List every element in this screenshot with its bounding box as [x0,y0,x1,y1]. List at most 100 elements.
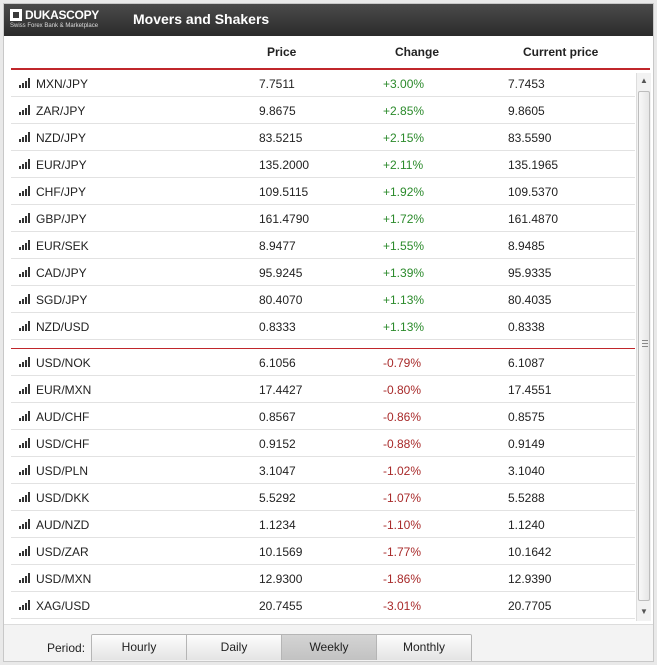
current-price-cell: 20.7705 [508,599,552,613]
arrow-up-icon[interactable]: ▲ [640,76,648,85]
symbol-cell: SGD/JPY [36,293,88,307]
table-row[interactable]: AUD/CHF 0.8567 -0.86% 0.8575 [11,403,635,430]
period-weekly-button[interactable]: Weekly [282,635,377,660]
bar-chart-icon[interactable] [19,438,30,448]
bar-chart-icon[interactable] [19,321,30,331]
symbol-cell: AUD/CHF [36,410,90,424]
bar-chart-icon[interactable] [19,600,30,610]
table-row[interactable]: MXN/JPY 7.7511 +3.00% 7.7453 [11,70,635,97]
bar-chart-icon[interactable] [19,240,30,250]
price-cell: 12.9300 [259,572,303,586]
price-cell: 0.8567 [259,410,296,424]
change-cell: +3.00% [383,77,425,91]
vertical-scrollbar[interactable]: ▲ ▼ [636,73,651,621]
table-row[interactable]: GBP/JPY 161.4790 +1.72% 161.4870 [11,205,635,232]
current-price-cell: 0.8575 [508,410,545,424]
table-row[interactable]: CHF/JPY 109.5115 +1.92% 109.5370 [11,178,635,205]
table-row[interactable]: USD/CHF 0.9152 -0.88% 0.9149 [11,430,635,457]
bar-chart-icon[interactable] [19,132,30,142]
change-cell: -1.10% [383,518,422,532]
table-row[interactable]: AUD/NZD 1.1234 -1.10% 1.1240 [11,511,635,538]
table-row[interactable]: EUR/MXN 17.4427 -0.80% 17.4551 [11,376,635,403]
current-price-cell: 161.4870 [508,212,559,226]
change-cell: +1.55% [383,239,425,253]
bar-chart-icon[interactable] [19,213,30,223]
price-cell: 95.9245 [259,266,303,280]
change-cell: -0.88% [383,437,422,451]
period-hourly-button[interactable]: Hourly [92,635,187,660]
column-header-change: Change [395,45,440,59]
change-cell: +1.13% [383,320,425,334]
price-cell: 109.5115 [259,185,309,199]
movers-table: MXN/JPY 7.7511 +3.00% 7.7453 ZAR/JPY 9.8675 +2… [11,70,635,619]
change-cell: +1.39% [383,266,425,280]
table-row[interactable]: XAG/USD 20.7455 -3.01% 20.7705 [11,592,635,619]
arrow-down-icon[interactable]: ▼ [640,607,648,616]
symbol-cell: XAG/USD [36,599,91,613]
table-row[interactable]: SGD/JPY 80.4070 +1.13% 80.4035 [11,286,635,313]
table-row[interactable]: EUR/JPY 135.2000 +2.11% 135.1965 [11,151,635,178]
table-row[interactable]: NZD/USD 0.8333 +1.13% 0.8338 [11,313,635,340]
price-cell: 80.4070 [259,293,303,307]
bar-chart-icon[interactable] [19,357,30,367]
header-divider [11,68,650,70]
symbol-cell: USD/PLN [36,464,89,478]
table-row[interactable]: EUR/SEK 8.9477 +1.55% 8.9485 [11,232,635,259]
symbol-cell: GBP/JPY [36,212,87,226]
bar-chart-icon[interactable] [19,465,30,475]
change-cell: +1.92% [383,185,425,199]
symbol-cell: CHF/JPY [36,185,87,199]
table-row[interactable]: USD/DKK 5.5292 -1.07% 5.5288 [11,484,635,511]
widget-header: DUKASCOPY Swiss Forex Bank & Marketplace… [4,4,653,36]
bar-chart-icon[interactable] [19,105,30,115]
table-row[interactable]: ZAR/JPY 9.8675 +2.85% 9.8605 [11,97,635,124]
bar-chart-icon[interactable] [19,267,30,277]
bar-chart-icon[interactable] [19,186,30,196]
bar-chart-icon[interactable] [19,294,30,304]
column-header-price: Price [267,45,297,59]
logo-tagline: Swiss Forex Bank & Marketplace [10,23,99,29]
current-price-cell: 8.9485 [508,239,545,253]
bar-chart-icon[interactable] [19,573,30,583]
table-row[interactable]: USD/ZAR 10.1569 -1.77% 10.1642 [11,538,635,565]
change-cell: +2.11% [383,158,424,172]
symbol-cell: USD/NOK [36,356,91,370]
current-price-cell: 135.1965 [508,158,559,172]
symbol-cell: EUR/SEK [36,239,89,253]
current-price-cell: 5.5288 [508,491,545,505]
change-cell: -1.77% [383,545,422,559]
change-cell: +2.15% [383,131,425,145]
bar-chart-icon[interactable] [19,78,30,88]
price-cell: 161.4790 [259,212,310,226]
bar-chart-icon[interactable] [19,411,30,421]
current-price-cell: 10.1642 [508,545,552,559]
symbol-cell: ZAR/JPY [36,104,86,118]
period-footer: Period: Hourly Daily Weekly Monthly [4,624,653,661]
symbol-cell: NZD/JPY [36,131,87,145]
period-monthly-button[interactable]: Monthly [377,635,471,660]
column-header-current-price: Current price [523,45,599,59]
current-price-cell: 6.1087 [508,356,545,370]
bar-chart-icon[interactable] [19,546,30,556]
scrollbar-thumb[interactable] [638,91,650,601]
change-cell: +2.85% [383,104,425,118]
price-cell: 83.5215 [259,131,303,145]
current-price-cell: 0.8338 [508,320,545,334]
table-row[interactable]: USD/MXN 12.9300 -1.86% 12.9390 [11,565,635,592]
price-cell: 10.1569 [259,545,303,559]
bar-chart-icon[interactable] [19,159,30,169]
change-cell: -1.02% [383,464,422,478]
table-row[interactable]: NZD/JPY 83.5215 +2.15% 83.5590 [11,124,635,151]
dukascopy-logo[interactable]: DUKASCOPY Swiss Forex Bank & Marketplace [10,8,112,32]
period-daily-button[interactable]: Daily [187,635,282,660]
price-cell: 0.9152 [259,437,296,451]
bar-chart-icon[interactable] [19,384,30,394]
change-cell: -0.86% [383,410,422,424]
table-row[interactable]: USD/PLN 3.1047 -1.02% 3.1040 [11,457,635,484]
table-row[interactable]: CAD/JPY 95.9245 +1.39% 95.9335 [11,259,635,286]
bar-chart-icon[interactable] [19,519,30,529]
price-cell: 135.2000 [259,158,310,172]
table-row[interactable]: USD/NOK 6.1056 -0.79% 6.1087 [11,349,635,376]
gainers-losers-divider [11,340,635,349]
bar-chart-icon[interactable] [19,492,30,502]
